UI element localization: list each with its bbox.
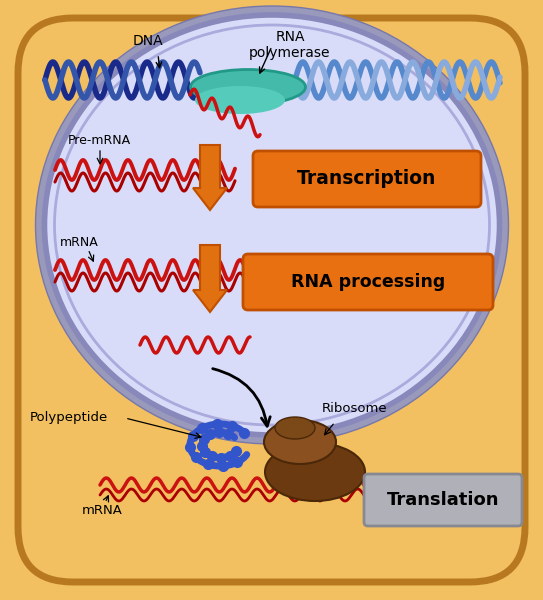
- FancyBboxPatch shape: [253, 151, 481, 207]
- FancyBboxPatch shape: [243, 254, 493, 310]
- Ellipse shape: [195, 86, 285, 114]
- Ellipse shape: [191, 70, 306, 104]
- Ellipse shape: [35, 6, 508, 444]
- Ellipse shape: [264, 420, 336, 464]
- Text: mRNA: mRNA: [82, 503, 123, 517]
- Text: DNA: DNA: [132, 34, 163, 48]
- Text: RNA
polymerase: RNA polymerase: [249, 30, 331, 60]
- Text: Ribosome: Ribosome: [322, 402, 388, 415]
- Ellipse shape: [265, 443, 365, 501]
- FancyBboxPatch shape: [364, 474, 522, 526]
- Text: RNA processing: RNA processing: [291, 273, 445, 291]
- Text: mRNA: mRNA: [60, 235, 99, 248]
- Text: Pre-mRNA: Pre-mRNA: [68, 133, 131, 146]
- FancyArrowPatch shape: [213, 368, 270, 426]
- Ellipse shape: [275, 417, 315, 439]
- Polygon shape: [193, 245, 227, 312]
- Polygon shape: [193, 145, 227, 210]
- FancyBboxPatch shape: [18, 18, 525, 582]
- Ellipse shape: [45, 15, 500, 435]
- Text: Translation: Translation: [387, 491, 499, 509]
- Text: Polypeptide: Polypeptide: [30, 412, 108, 425]
- Text: Transcription: Transcription: [298, 169, 437, 188]
